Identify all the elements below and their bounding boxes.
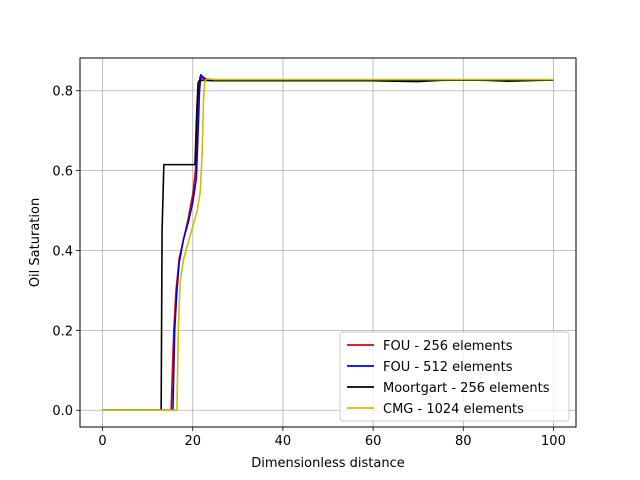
legend-label-3: Moortgart - 256 elements xyxy=(383,381,550,396)
x-axis-label: Dimensionless distance xyxy=(251,456,404,471)
x-tick-label: 100 xyxy=(541,434,566,449)
series-line-4 xyxy=(102,77,554,412)
x-tick-label: 0 xyxy=(98,434,106,449)
plot-frame xyxy=(79,57,577,428)
y-tick-label: 0.2 xyxy=(52,324,73,339)
legend-label-4: CMG - 1024 elements xyxy=(383,402,524,417)
y-axis-label: Oil Saturation xyxy=(28,198,43,287)
legend: FOU - 256 elements FOU - 512 elements Moor… xyxy=(339,331,570,422)
x-tick-label: 60 xyxy=(365,434,382,449)
plot-series xyxy=(102,73,554,412)
legend-label-2: FOU - 512 elements xyxy=(383,360,513,375)
y-tick-label: 0.0 xyxy=(52,404,73,419)
y-tick-label: 0.8 xyxy=(52,85,73,100)
x-tick-label: 40 xyxy=(275,434,292,449)
x-tick-label: 80 xyxy=(455,434,472,449)
legend-box xyxy=(339,331,570,422)
y-tick-label: 0.4 xyxy=(52,244,73,259)
legend-label-1: FOU - 256 elements xyxy=(383,339,513,354)
axis-ticks: 0 20 40 60 80 100 0.0 0.2 0.4 0.6 0.8 xyxy=(52,85,566,449)
x-tick-label: 20 xyxy=(184,434,201,449)
y-tick-label: 0.6 xyxy=(52,165,73,180)
